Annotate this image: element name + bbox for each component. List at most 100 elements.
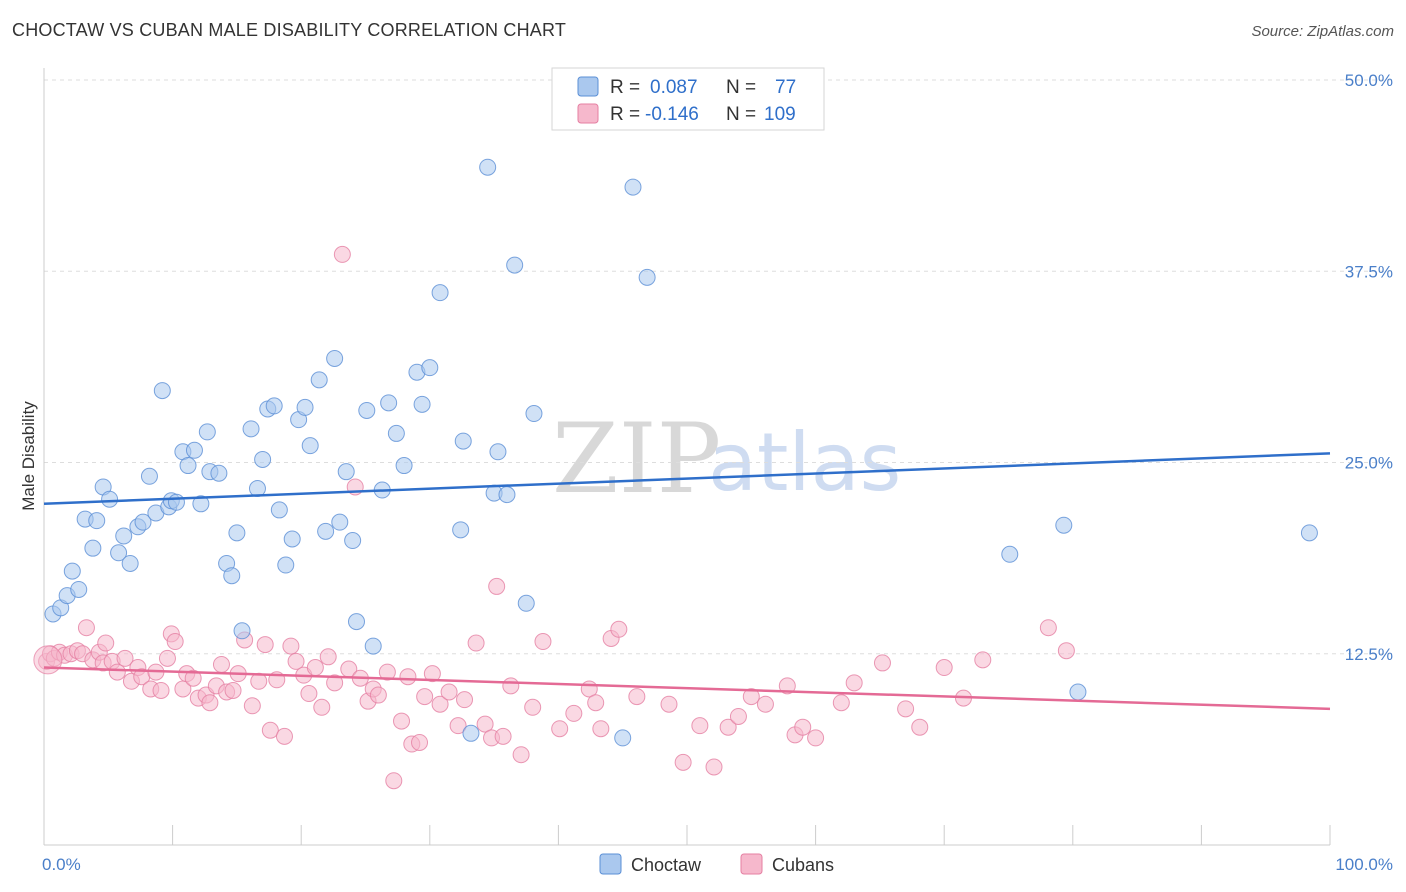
point-cubans	[385, 772, 403, 790]
point-cubans	[476, 715, 494, 733]
point-cubans	[756, 695, 774, 713]
point-choctaw	[317, 522, 335, 540]
data-points	[33, 158, 1318, 790]
trend-line-cubans	[43, 666, 1331, 711]
point-choctaw	[121, 554, 139, 572]
legend-r-cubans: -0.146	[645, 104, 699, 125]
point-choctaw	[358, 401, 376, 419]
x-tick-label-min: 0.0%	[42, 855, 81, 874]
point-choctaw	[347, 613, 365, 631]
point-choctaw	[413, 395, 431, 413]
point-choctaw	[101, 490, 119, 508]
correlation-legend: R = 0.087 N = 77 R = -0.146 N = 109	[551, 67, 825, 131]
point-cubans	[610, 620, 628, 638]
point-cubans	[440, 683, 458, 701]
point-choctaw	[110, 544, 128, 562]
point-choctaw	[331, 513, 349, 531]
x-axis-ticks	[172, 825, 1331, 845]
point-choctaw	[296, 398, 314, 416]
point-choctaw	[84, 539, 102, 557]
point-choctaw	[387, 424, 405, 442]
bottom-legend-swatch-choctaw	[599, 853, 622, 875]
point-cubans	[416, 688, 434, 706]
point-cubans	[306, 659, 324, 677]
point-choctaw	[140, 467, 158, 485]
point-choctaw	[185, 441, 203, 459]
point-choctaw	[624, 178, 642, 196]
trend-lines	[43, 452, 1331, 711]
point-choctaw	[153, 382, 171, 400]
point-cubans	[467, 634, 485, 652]
y-tick-labels: 12.5% 25.0% 37.5% 50.0%	[1345, 71, 1393, 664]
point-choctaw	[228, 524, 246, 542]
point-cubans	[628, 688, 646, 706]
point-cubans	[488, 577, 506, 595]
point-choctaw	[1055, 516, 1073, 534]
point-cubans	[393, 712, 411, 730]
bottom-legend-cubans: Cubans	[772, 855, 834, 875]
point-choctaw	[614, 729, 632, 747]
point-cubans	[691, 717, 709, 735]
point-cubans	[399, 668, 417, 686]
legend-r-label-choctaw: R =	[610, 77, 640, 98]
point-cubans	[974, 651, 992, 669]
point-choctaw	[254, 450, 272, 468]
point-cubans	[660, 695, 678, 713]
point-cubans	[565, 704, 583, 722]
point-cubans	[587, 694, 605, 712]
gridlines	[44, 79, 1392, 655]
chart-title: CHOCTAW VS CUBAN MALE DISABILITY CORRELA…	[12, 20, 567, 40]
point-choctaw	[301, 437, 319, 455]
point-choctaw	[223, 567, 241, 585]
point-cubans	[911, 718, 929, 736]
point-cubans	[275, 727, 293, 745]
point-choctaw	[454, 432, 472, 450]
point-cubans	[158, 649, 176, 667]
point-cubans	[897, 700, 915, 718]
point-choctaw	[167, 493, 185, 511]
point-cubans	[97, 634, 115, 652]
point-cubans	[551, 720, 569, 738]
point-choctaw	[525, 405, 543, 423]
point-choctaw	[233, 622, 251, 640]
point-cubans	[184, 669, 202, 687]
point-choctaw	[638, 268, 656, 286]
point-choctaw	[344, 532, 362, 550]
point-cubans	[494, 727, 512, 745]
point-choctaw	[134, 513, 152, 531]
point-choctaw	[1001, 545, 1019, 563]
point-choctaw	[277, 556, 295, 574]
point-choctaw	[283, 530, 301, 548]
point-cubans	[201, 694, 219, 712]
point-cubans	[592, 720, 610, 738]
point-choctaw	[70, 580, 88, 598]
point-choctaw	[462, 724, 480, 742]
point-choctaw	[210, 464, 228, 482]
y-tick-label: 25.0%	[1345, 454, 1393, 473]
point-choctaw	[192, 495, 210, 513]
y-tick-label: 37.5%	[1345, 262, 1393, 281]
point-cubans	[456, 691, 474, 709]
point-choctaw	[63, 562, 81, 580]
legend-n-choctaw: 77	[775, 77, 796, 98]
point-cubans	[261, 721, 279, 739]
bottom-legend-choctaw: Choctaw	[631, 855, 702, 875]
point-cubans	[832, 694, 850, 712]
point-cubans	[778, 677, 796, 695]
legend-r-choctaw: 0.087	[650, 77, 698, 98]
point-cubans	[256, 636, 274, 654]
point-cubans	[1039, 619, 1057, 637]
point-cubans	[512, 746, 530, 764]
point-choctaw	[88, 512, 106, 530]
point-cubans	[719, 718, 737, 736]
point-cubans	[300, 685, 318, 703]
point-cubans	[1057, 642, 1075, 660]
point-cubans	[282, 637, 300, 655]
point-choctaw	[242, 420, 260, 438]
point-cubans	[794, 718, 812, 736]
point-cubans	[369, 686, 387, 704]
point-cubans	[333, 245, 351, 263]
point-choctaw	[506, 256, 524, 274]
point-choctaw	[198, 423, 216, 441]
